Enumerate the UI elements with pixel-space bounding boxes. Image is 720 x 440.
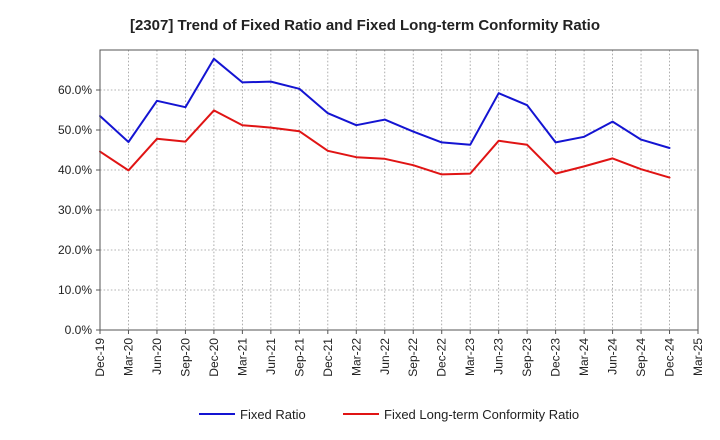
plot-frame	[99, 49, 699, 331]
chart-title: [2307] Trend of Fixed Ratio and Fixed Lo…	[130, 17, 600, 34]
x-tick-label: Jun-21	[264, 338, 278, 375]
y-tick-label: 0.0%	[65, 323, 93, 337]
y-axis: 0.0% 10.0% 20.0% 30.0% 40.0% 50.0% 60.0%	[58, 83, 100, 337]
x-tick-label: Mar-23	[463, 338, 477, 376]
x-tick-label: Dec-22	[435, 338, 449, 377]
x-axis: Dec-19 Mar-20 Jun-20 Sep-20 Dec-20 Mar-21 Jun-…	[93, 330, 705, 377]
y-tick-label: 40.0%	[58, 163, 92, 177]
x-tick-label: Dec-24	[663, 338, 677, 377]
x-tick-label: Sep-20	[178, 338, 192, 377]
x-tick-label: Jun-24	[606, 338, 620, 375]
x-tick-label: Mar-22	[349, 338, 363, 376]
x-tick-label: Mar-20	[121, 338, 135, 376]
y-tick-label: 10.0%	[58, 283, 92, 297]
x-tick-label: Sep-22	[406, 338, 420, 377]
grid	[100, 50, 698, 330]
legend-label-1: Fixed Long-term Conformity Ratio	[384, 407, 579, 422]
x-tick-label: Mar-24	[577, 338, 591, 376]
x-tick-label: Jun-20	[150, 338, 164, 375]
legend-label-0: Fixed Ratio	[240, 407, 306, 422]
x-tick-label: Sep-23	[520, 338, 534, 377]
y-tick-label: 30.0%	[58, 203, 92, 217]
x-tick-label: Jun-23	[492, 338, 506, 375]
y-tick-label: 50.0%	[58, 123, 92, 137]
x-tick-label: Dec-23	[549, 338, 563, 377]
x-tick-label: Mar-21	[235, 338, 249, 376]
x-tick-label: Jun-22	[378, 338, 392, 375]
series-line-0	[99, 57, 671, 149]
y-tick-label: 20.0%	[58, 243, 92, 257]
y-tick-label: 60.0%	[58, 83, 92, 97]
x-tick-label: Dec-19	[93, 338, 107, 377]
x-tick-label: Dec-20	[207, 338, 221, 377]
x-tick-label: Sep-24	[634, 338, 648, 377]
x-tick-label: Mar-25	[691, 338, 705, 376]
x-tick-label: Sep-21	[292, 338, 306, 377]
legend: Fixed Ratio Fixed Long-term Conformity Ra…	[199, 407, 579, 422]
series-line-1	[99, 109, 671, 179]
series-lines	[99, 57, 671, 179]
x-tick-label: Dec-21	[321, 338, 335, 377]
